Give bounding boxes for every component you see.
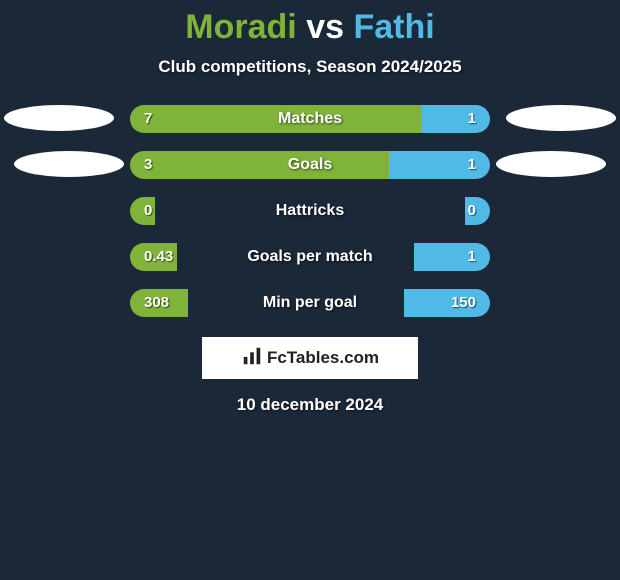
bar-right xyxy=(404,289,490,317)
stat-value-left: 3 xyxy=(144,151,152,179)
stat-value-left: 308 xyxy=(144,289,169,317)
branding-text: FcTables.com xyxy=(267,348,379,368)
stat-bar: 31Goals xyxy=(130,151,490,179)
subtitle: Club competitions, Season 2024/2025 xyxy=(0,57,620,77)
chart-icon xyxy=(241,345,263,372)
stat-bar: 0.431Goals per match xyxy=(130,243,490,271)
title-player2: Fathi xyxy=(353,8,434,46)
stat-value-right: 0 xyxy=(468,197,476,225)
bar-right xyxy=(414,243,490,271)
stat-value-left: 0.43 xyxy=(144,243,173,271)
bar-mid xyxy=(188,289,404,317)
player1-ellipse xyxy=(4,105,114,131)
bar-left xyxy=(130,151,389,179)
player2-ellipse xyxy=(496,151,606,177)
stat-value-right: 1 xyxy=(468,105,476,133)
player1-ellipse xyxy=(14,151,124,177)
stat-row: 31Goals xyxy=(0,151,620,179)
bar-mid xyxy=(155,197,465,225)
bar-left xyxy=(130,105,422,133)
stats-rows: 71Matches31Goals00Hattricks0.431Goals pe… xyxy=(0,105,620,317)
stat-row: 0.431Goals per match xyxy=(0,243,620,271)
branding-badge: FcTables.com xyxy=(202,337,418,379)
stat-row: 308150Min per goal xyxy=(0,289,620,317)
stat-row: 71Matches xyxy=(0,105,620,133)
stat-bar: 308150Min per goal xyxy=(130,289,490,317)
stat-value-right: 1 xyxy=(468,243,476,271)
title-player1: Moradi xyxy=(185,8,296,46)
stat-bar: 71Matches xyxy=(130,105,490,133)
player2-ellipse xyxy=(506,105,616,131)
stat-bar: 00Hattricks xyxy=(130,197,490,225)
title-vs: vs xyxy=(306,8,344,46)
stat-value-left: 7 xyxy=(144,105,152,133)
stat-value-right: 1 xyxy=(468,151,476,179)
page-title: Moradi vs Fathi xyxy=(0,8,620,47)
stat-row: 00Hattricks xyxy=(0,197,620,225)
bar-right xyxy=(422,105,490,133)
date-label: 10 december 2024 xyxy=(0,395,620,415)
bar-mid xyxy=(177,243,415,271)
stat-value-right: 150 xyxy=(451,289,476,317)
stat-value-left: 0 xyxy=(144,197,152,225)
